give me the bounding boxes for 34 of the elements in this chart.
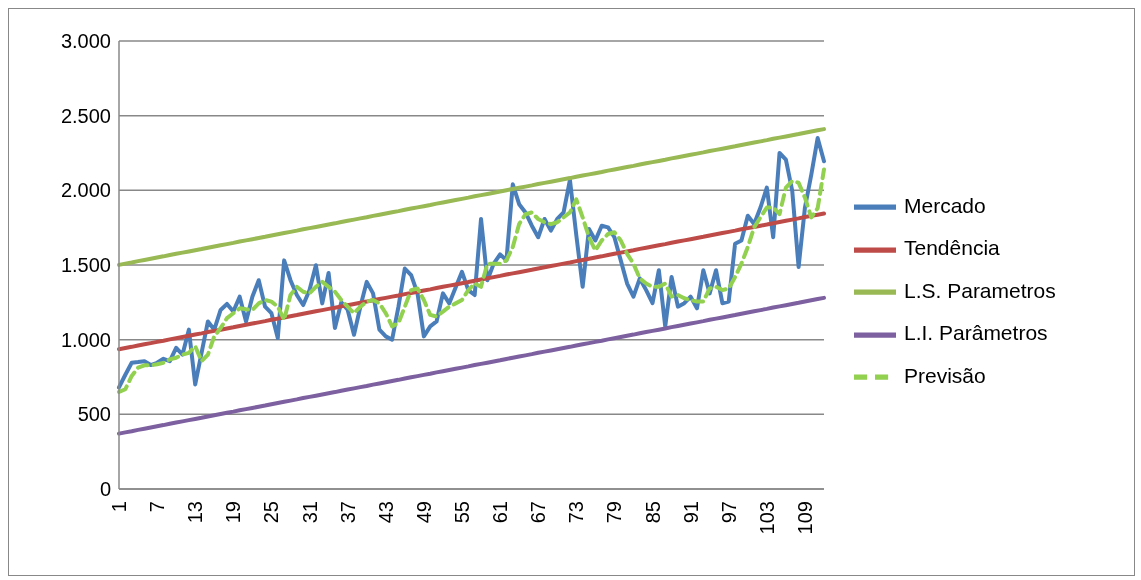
x-tick-label: 1 <box>108 501 130 513</box>
x-tick-label: 55 <box>450 501 473 524</box>
y-tick-label: 3.000 <box>60 30 111 53</box>
x-tick-label: 109 <box>793 501 816 535</box>
legend-label: Tendência <box>904 236 1000 260</box>
x-tick-label: 49 <box>412 501 435 524</box>
y-tick-label: 500 <box>77 403 111 426</box>
y-tick-label: 1.000 <box>60 328 111 351</box>
x-tick-label: 37 <box>336 501 359 524</box>
y-tick-label: 2.500 <box>60 104 111 127</box>
legend-label: L.I. Parâmetros <box>904 321 1048 345</box>
y-tick-label: 0 <box>99 478 111 501</box>
x-tick-label: 67 <box>527 501 550 524</box>
x-tick-label: 61 <box>489 501 512 524</box>
line-series <box>117 127 826 267</box>
legend-label: Mercado <box>904 193 986 217</box>
x-tick-label: 31 <box>298 501 321 524</box>
y-tick-label: 2.000 <box>60 179 111 202</box>
x-tick-label: 25 <box>260 501 283 524</box>
x-tick-label: 91 <box>679 501 702 524</box>
x-tick-label: 43 <box>374 501 397 524</box>
x-tick-label: 97 <box>717 501 740 524</box>
legend-label: Previsão <box>904 363 986 387</box>
legend-label: L.S. Parametros <box>904 278 1056 302</box>
x-tick-label: 13 <box>184 501 207 524</box>
x-tick-label: 19 <box>222 501 245 524</box>
x-tick-label: 7 <box>146 501 169 513</box>
x-tick-label: 73 <box>565 501 588 524</box>
y-tick-label: 1.500 <box>60 254 111 277</box>
x-tick-label: 85 <box>641 501 664 524</box>
x-tick-label: 79 <box>603 501 626 524</box>
line-series <box>117 295 826 436</box>
x-tick-label: 103 <box>755 501 778 535</box>
line-series <box>117 211 826 352</box>
